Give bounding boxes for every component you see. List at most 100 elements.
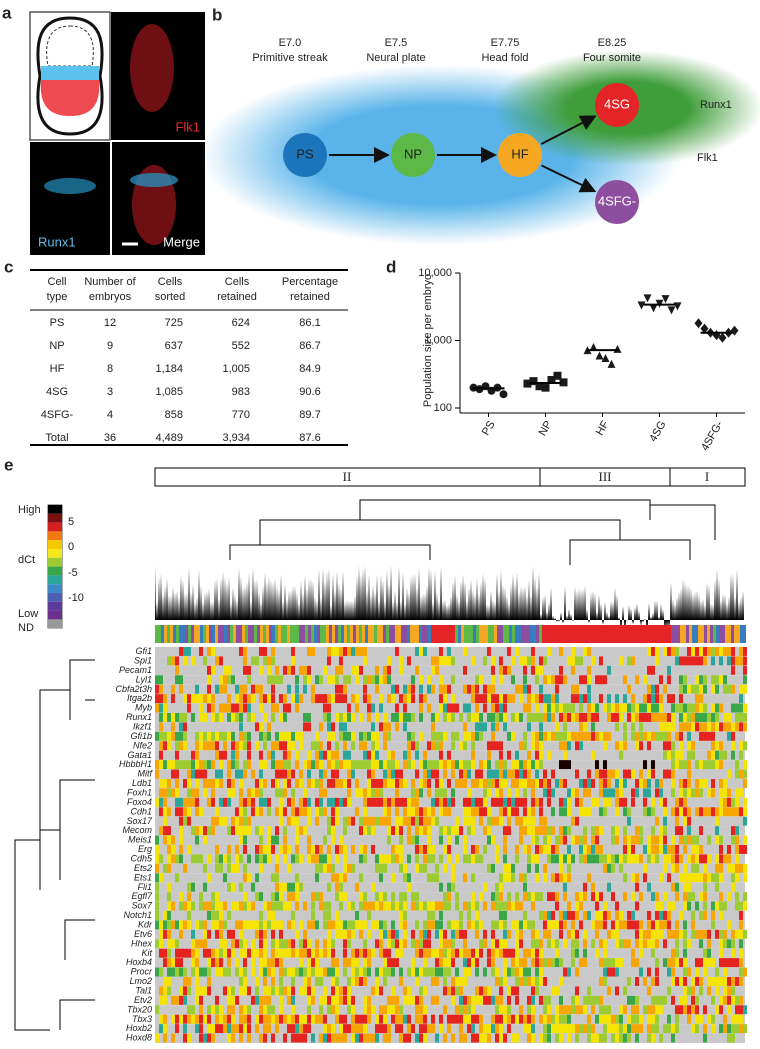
heatmap-texture	[451, 703, 455, 713]
heatmap-texture	[535, 863, 539, 873]
heatmap-texture	[219, 816, 223, 826]
cell-stage-bar	[287, 625, 290, 643]
table-cell: 84.9	[299, 363, 320, 375]
heatmap-texture	[555, 694, 559, 704]
heatmap-texture	[659, 995, 663, 1005]
heatmap-texture	[367, 826, 371, 836]
heatmap-texture	[327, 731, 331, 741]
heatmap-texture	[663, 845, 667, 854]
heatmap-texture	[591, 731, 595, 741]
heatmap-texture	[623, 1033, 627, 1043]
heatmap-texture	[223, 1024, 227, 1034]
heatmap-texture	[379, 854, 383, 864]
flk1-region	[40, 80, 100, 116]
heatmap-texture	[419, 863, 423, 873]
heatmap-texture	[443, 807, 447, 817]
heatmap-texture	[339, 929, 343, 939]
heatmap-texture	[531, 1014, 535, 1024]
heatmap-texture	[363, 656, 367, 666]
heatmap-texture	[535, 741, 539, 751]
cell-stage-bar	[512, 625, 515, 643]
heatmap-texture	[611, 826, 615, 836]
gene-label: Tbx20	[127, 1004, 152, 1014]
heatmap-texture	[563, 854, 567, 864]
color-key-label: 5	[68, 516, 74, 528]
cell-stage-bar	[527, 625, 530, 643]
heatmap-texture	[407, 713, 411, 722]
heatmap-texture	[219, 920, 223, 930]
heatmap-texture	[383, 1014, 387, 1024]
heatmap-texture	[327, 675, 331, 685]
heatmap-texture	[179, 760, 183, 770]
heatmap-texture	[699, 986, 703, 996]
heatmap-texture	[355, 1033, 359, 1043]
heatmap-texture	[363, 948, 367, 958]
heatmap-texture	[343, 816, 347, 826]
heatmap-texture	[327, 901, 331, 911]
heatmap-texture	[283, 665, 287, 675]
heatmap-texture	[247, 741, 251, 751]
heatmap-texture	[623, 807, 627, 817]
heatmap-texture	[679, 929, 683, 939]
heatmap-texture	[647, 703, 651, 713]
heatmap-texture	[539, 845, 543, 854]
heatmap-texture	[439, 703, 443, 713]
lineage-node	[595, 180, 639, 224]
heatmap-texture	[307, 722, 311, 732]
color-key-swatch	[48, 593, 62, 602]
heatmap-texture	[499, 741, 503, 751]
heatmap-texture	[395, 845, 399, 854]
heatmap-texture	[539, 731, 543, 741]
heatmap-texture	[615, 929, 619, 939]
heatmap-texture	[223, 948, 227, 958]
heatmap-texture	[203, 741, 207, 751]
heatmap-texture	[435, 713, 439, 722]
heatmap-texture	[575, 656, 579, 666]
heatmap-texture	[331, 675, 335, 685]
heatmap-texture	[167, 760, 171, 770]
heatmap-texture	[575, 892, 579, 902]
heatmap-texture	[367, 750, 371, 760]
heatmap-texture	[227, 779, 231, 788]
heatmap-texture	[319, 977, 323, 986]
heatmap-texture	[691, 863, 695, 873]
heatmap-texture	[287, 901, 291, 911]
heatmap-texture	[267, 1014, 271, 1024]
cell-stage-bar	[500, 625, 503, 643]
cell-stage-bar	[743, 625, 746, 643]
heatmap-texture	[467, 826, 471, 836]
heatmap-texture	[299, 1024, 303, 1034]
heatmap-texture	[299, 769, 303, 779]
cell-stage-bar	[173, 625, 176, 643]
heatmap-texture	[651, 854, 655, 864]
heatmap-texture	[303, 684, 307, 694]
heatmap-texture	[279, 967, 283, 977]
heatmap-texture	[503, 1033, 507, 1043]
heatmap-texture	[739, 741, 743, 751]
heatmap-texture	[303, 967, 307, 977]
heatmap-texture	[363, 797, 367, 807]
heatmap-texture	[371, 750, 375, 760]
heatmap-texture	[631, 958, 635, 968]
heatmap-texture	[463, 958, 467, 968]
x-tick-label: NP	[537, 419, 555, 438]
heatmap-texture	[695, 901, 699, 911]
heatmap-texture	[687, 779, 691, 788]
heatmap-texture	[535, 977, 539, 986]
cell-stage-bar	[299, 625, 302, 643]
heatmap-texture	[507, 807, 511, 817]
heatmap-texture	[263, 1033, 267, 1043]
heatmap-texture	[375, 816, 379, 826]
heatmap-texture	[395, 703, 399, 713]
heatmap-texture	[383, 722, 387, 732]
heatmap-texture	[443, 892, 447, 902]
heatmap-texture	[511, 986, 515, 996]
data-point	[730, 325, 739, 336]
heatmap-texture	[167, 731, 171, 741]
heatmap-texture	[423, 863, 427, 873]
heatmap-texture	[671, 1024, 675, 1034]
heatmap-texture	[571, 647, 575, 656]
heatmap-texture	[515, 854, 519, 864]
cell-stage-bar	[251, 625, 254, 643]
heatmap-texture	[455, 948, 459, 958]
